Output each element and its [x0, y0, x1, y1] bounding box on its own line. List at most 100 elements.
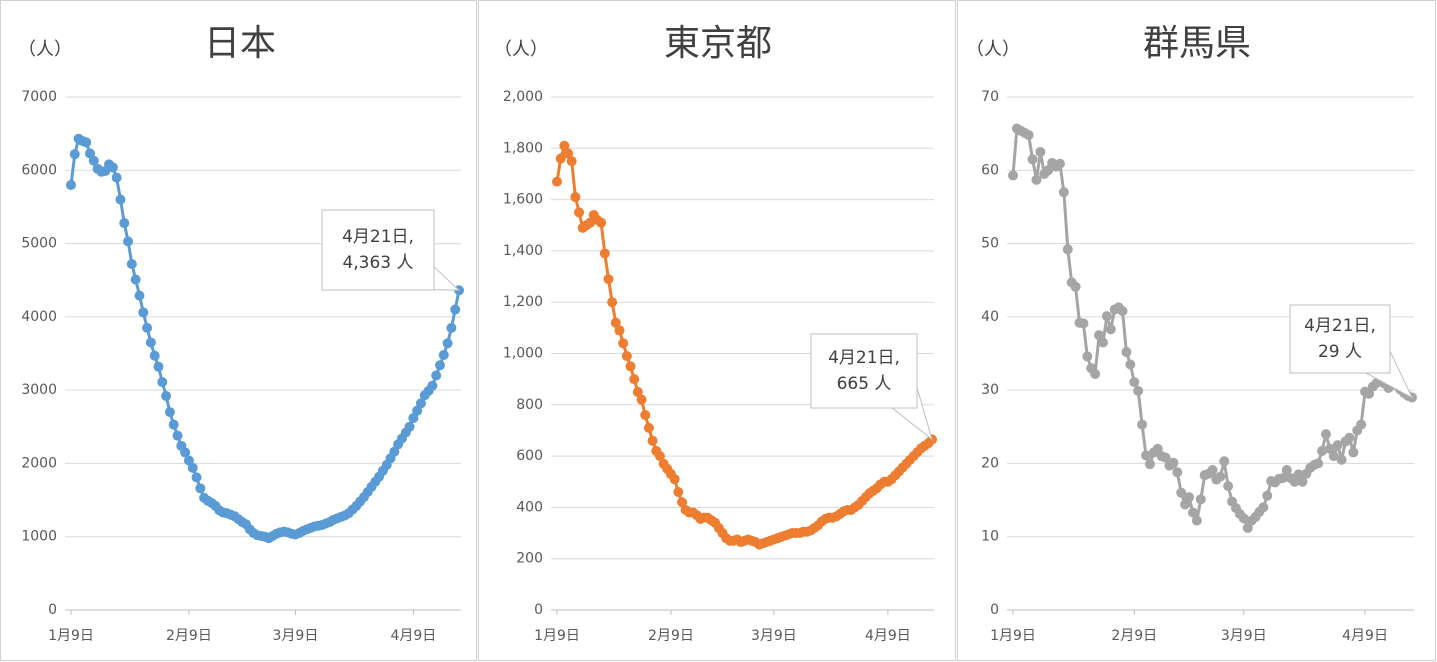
y-tick-label: 3000 — [21, 382, 57, 398]
marker — [168, 419, 179, 430]
marker — [1324, 443, 1335, 454]
marker — [1172, 467, 1183, 478]
y-tick-label: 40 — [981, 309, 999, 325]
chart-title: 東京都 — [664, 23, 772, 64]
marker — [1133, 385, 1144, 396]
marker — [1195, 494, 1206, 505]
marker — [636, 394, 647, 405]
marker — [446, 322, 457, 333]
marker — [1054, 158, 1065, 169]
x-tick-label: 3月9日 — [273, 628, 319, 644]
callout-text: 29 人 — [1318, 342, 1362, 362]
callout-text: 4月21日, — [828, 348, 900, 368]
marker — [1191, 515, 1202, 526]
marker — [559, 140, 570, 151]
y-tick-label: 200 — [516, 551, 543, 567]
marker — [625, 361, 636, 372]
marker — [1176, 487, 1187, 498]
marker — [1129, 377, 1140, 388]
marker — [1289, 476, 1300, 487]
marker — [1344, 432, 1355, 443]
marker — [123, 236, 134, 247]
y-tick-label: 0 — [48, 602, 57, 618]
marker — [180, 447, 191, 458]
panel-border — [0, 0, 477, 661]
marker — [157, 377, 168, 388]
marker — [1313, 458, 1324, 469]
marker — [1160, 452, 1171, 463]
y-tick-label: 1,600 — [503, 192, 543, 208]
y-tick-label: 20 — [981, 455, 999, 471]
marker — [563, 148, 574, 159]
y-tick-label: 1,400 — [503, 243, 543, 259]
y-tick-label: 1,800 — [503, 140, 543, 156]
marker — [1297, 476, 1308, 487]
marker — [1062, 244, 1073, 255]
marker — [1043, 165, 1054, 176]
y-tick-label: 60 — [981, 162, 999, 178]
marker — [640, 410, 651, 421]
marker — [187, 462, 198, 473]
marker — [115, 194, 126, 205]
marker — [1184, 492, 1195, 503]
marker — [1078, 318, 1089, 329]
marker — [1035, 146, 1046, 157]
marker — [1101, 311, 1112, 322]
marker — [1023, 130, 1034, 141]
marker — [596, 217, 607, 228]
unit-label: （人） — [494, 39, 548, 60]
marker — [412, 405, 423, 416]
marker — [1293, 469, 1304, 480]
marker — [1097, 337, 1108, 348]
marker — [149, 350, 160, 361]
marker — [1137, 419, 1148, 430]
y-tick-label: 1000 — [21, 529, 57, 545]
callout-cover — [409, 267, 433, 289]
marker — [599, 248, 610, 259]
callout-box — [1289, 304, 1391, 374]
marker — [408, 412, 419, 423]
marker — [415, 398, 426, 409]
marker — [1082, 351, 1093, 362]
marker — [142, 322, 153, 333]
marker — [677, 497, 687, 508]
unit-label: （人） — [18, 39, 72, 60]
marker — [81, 137, 92, 148]
marker — [654, 451, 665, 462]
marker — [183, 455, 194, 466]
marker — [1152, 443, 1163, 454]
marker — [69, 149, 80, 160]
callout-text: 4月21日, — [1304, 316, 1376, 336]
marker — [431, 370, 442, 381]
callout-box — [810, 333, 918, 409]
y-tick-label: 50 — [981, 236, 999, 252]
y-tick-label: 600 — [516, 448, 543, 464]
marker — [1219, 456, 1230, 467]
marker — [1008, 170, 1018, 181]
x-tick-label: 2月9日 — [166, 628, 212, 644]
marker — [1094, 330, 1105, 341]
marker — [614, 325, 625, 336]
marker — [566, 156, 577, 167]
y-tick-label: 7000 — [21, 89, 57, 105]
marker — [632, 386, 643, 397]
marker — [1336, 454, 1347, 465]
marker — [552, 176, 562, 187]
callout-text: 665 人 — [837, 374, 892, 394]
x-tick-label: 2月9日 — [648, 628, 694, 644]
marker — [107, 162, 118, 173]
x-tick-label: 3月9日 — [1221, 628, 1267, 644]
marker — [126, 259, 137, 270]
marker — [1070, 281, 1081, 292]
y-tick-label: 2,000 — [503, 89, 543, 105]
y-tick-label: 0 — [534, 602, 543, 618]
marker — [153, 361, 164, 372]
marker — [1027, 154, 1038, 165]
y-tick-label: 1,200 — [503, 294, 543, 310]
marker — [1125, 359, 1136, 370]
marker — [404, 421, 415, 432]
marker — [643, 422, 654, 433]
marker — [172, 430, 183, 441]
marker — [1090, 369, 1101, 380]
marker — [195, 483, 206, 494]
